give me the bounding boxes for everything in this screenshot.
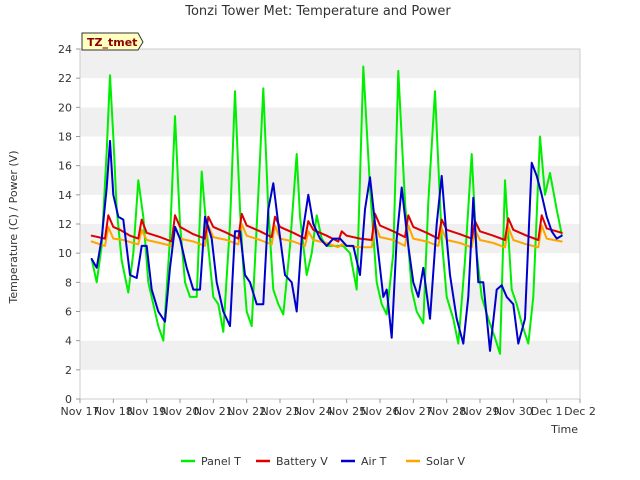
x-tick-label: Nov 29 [461, 405, 500, 418]
x-tick-label: Dec 1 [531, 405, 563, 418]
legend: Panel T Battery V Air T Solar V [181, 455, 466, 468]
y-tick-label: 4 [65, 335, 72, 348]
y-tick-label: 18 [58, 131, 72, 144]
series-line-solar-v [90, 223, 563, 249]
y-tick-label: 24 [58, 43, 72, 56]
x-tick-label: Nov 28 [427, 405, 466, 418]
y-tick-label: 16 [58, 160, 72, 173]
grid-band [80, 165, 580, 195]
x-tick-label: Nov 21 [194, 405, 233, 418]
grid-band [80, 194, 580, 224]
legend-label: Panel T [201, 455, 241, 468]
grid-band [80, 49, 580, 79]
x-tick-label: Nov 25 [327, 405, 366, 418]
legend-label: Air T [361, 455, 387, 468]
x-tick-label: Nov 24 [294, 405, 333, 418]
x-axis-label: Time [550, 423, 578, 436]
x-tick-label: Nov 17 [61, 405, 100, 418]
y-tick-label: 22 [58, 72, 72, 85]
grid-band [80, 282, 580, 312]
legend-label: Battery V [276, 455, 328, 468]
legend-label: Solar V [426, 455, 466, 468]
y-tick-label: 0 [65, 393, 72, 406]
y-tick-label: 2 [65, 364, 72, 377]
y-tick-label: 8 [65, 276, 72, 289]
x-tick-label: Nov 19 [127, 405, 166, 418]
grid-band [80, 340, 580, 370]
x-tick-label: Nov 22 [227, 405, 266, 418]
x-tick-label: Dec 2 [564, 405, 596, 418]
y-tick-label: 12 [58, 218, 72, 231]
chart-title: Tonzi Tower Met: Temperature and Power [184, 4, 451, 19]
y-axis-label: Temperature (C) / Power (V) [7, 150, 20, 304]
grid-band [80, 78, 580, 108]
x-tick-label: Nov 26 [361, 405, 400, 418]
tag-box-shape [81, 32, 144, 51]
series-group [90, 65, 563, 355]
grid-band [80, 369, 580, 399]
series-line-battery-v [90, 212, 563, 243]
tag-box: TZ_tmet [81, 32, 144, 51]
tag-label: TZ_tmet [87, 36, 137, 49]
x-tick-label: Nov 30 [494, 405, 533, 418]
grid-band [80, 136, 580, 166]
grid-band [80, 107, 580, 137]
x-tick-label: Nov 18 [94, 405, 133, 418]
y-tick-label: 6 [65, 306, 72, 319]
y-tick-label: 14 [58, 189, 72, 202]
x-tick-label: Nov 23 [261, 405, 300, 418]
y-tick-label: 10 [58, 247, 72, 260]
x-tick-label: Nov 20 [161, 405, 200, 418]
series-line-air-t [90, 139, 563, 352]
plot-background [80, 49, 580, 399]
grid-band [80, 253, 580, 283]
x-tick-label: Nov 27 [394, 405, 433, 418]
y-tick-label: 20 [58, 101, 72, 114]
